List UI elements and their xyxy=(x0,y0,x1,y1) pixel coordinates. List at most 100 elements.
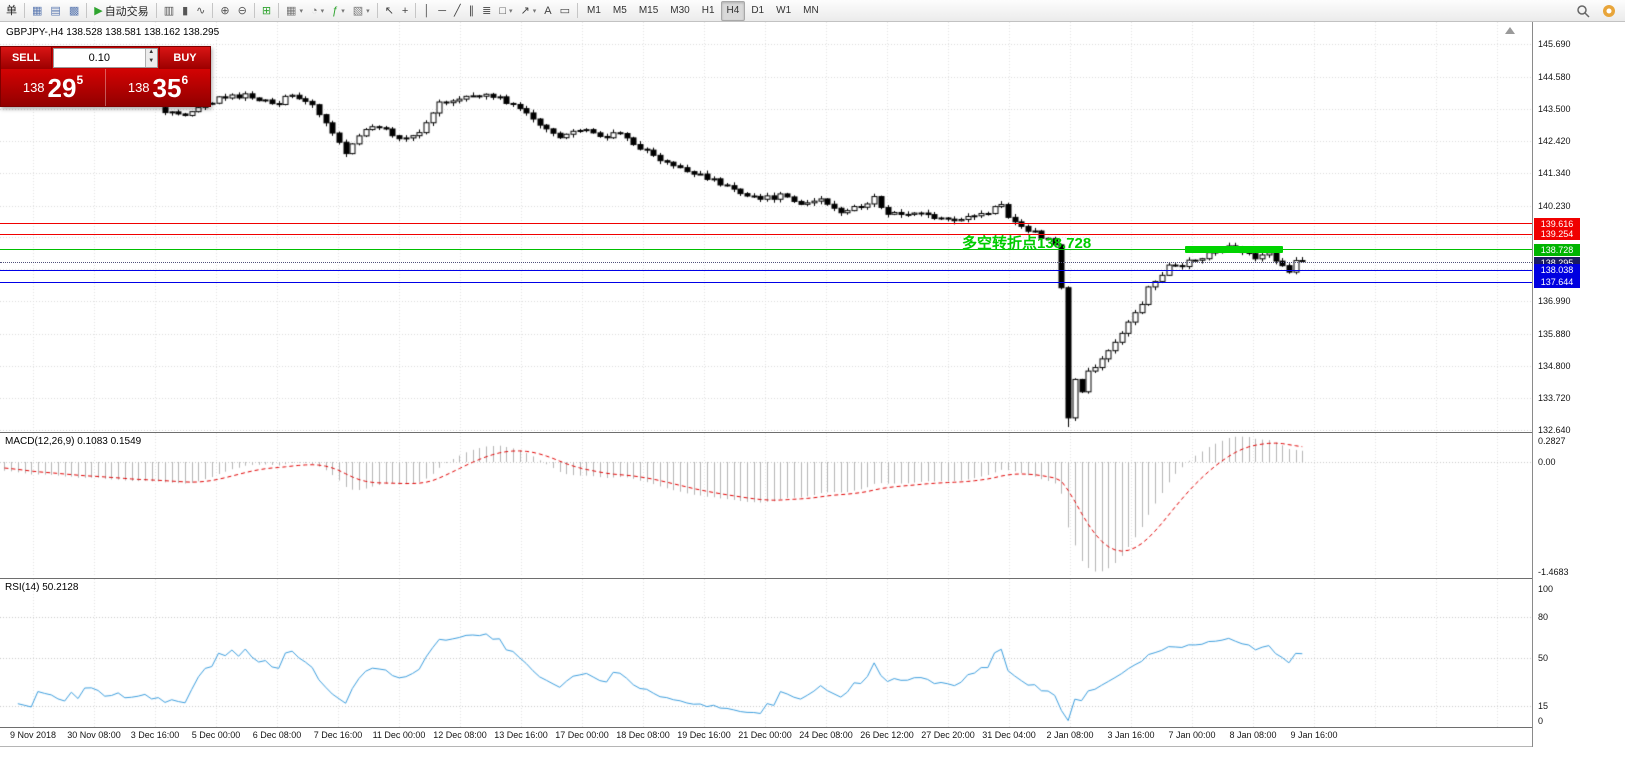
trade-controls-row: SELL ▲ ▼ BUY xyxy=(1,47,210,69)
toolbar: 单 ▦ ▤ ▩ ▶ 自动交易 ▥ ▮ ∿ ⊕ ⊖ ⊞ ▦ ▾ ◔ ▾ ƒ ▾ ▧ ▾ ↖ + │ ─ ╱ ∥ ≣ □ ▾ ↗ ▾ A ▭ M1 M5… xyxy=(0,0,1625,22)
macd-scale-label: 0.00 xyxy=(1538,457,1556,467)
level-price-badge: 137.644 xyxy=(1534,276,1580,288)
rsi-panel-separator[interactable] xyxy=(0,578,1625,579)
text-button[interactable]: A xyxy=(540,1,555,21)
time-axis-label: 27 Dec 20:00 xyxy=(921,730,975,740)
bar-chart-button[interactable]: ▥ xyxy=(160,1,178,21)
timeframe-m30[interactable]: M30 xyxy=(670,5,690,16)
indicators-button[interactable]: ƒ ▾ xyxy=(328,1,349,21)
time-axis-label: 9 Nov 2018 xyxy=(9,730,57,740)
template-button[interactable]: ▧ ▾ xyxy=(349,1,374,21)
time-axis-label: 2 Jan 08:00 xyxy=(1046,730,1094,740)
arrows-button[interactable]: ↗ ▾ xyxy=(517,1,541,21)
symbol-info: GBPJPY-,H4 138.528 138.581 138.162 138.2… xyxy=(6,27,220,38)
line-chart-button[interactable]: ∿ xyxy=(192,1,209,21)
time-axis-label: 18 Dec 08:00 xyxy=(616,730,670,740)
timeframe-d1[interactable]: D1 xyxy=(751,5,765,16)
search-icon xyxy=(1577,4,1590,18)
zoom-in-button-icon: ⊕ xyxy=(220,4,230,17)
toolbar-separator xyxy=(212,3,214,18)
timeframe-h1[interactable]: H1 xyxy=(701,5,715,16)
price-scale-label: 134.800 xyxy=(1538,361,1571,372)
timeframe-m5[interactable]: M5 xyxy=(612,5,627,16)
candlestick-chart-button[interactable]: ▮ xyxy=(178,1,192,21)
ask-prefix: 138 xyxy=(127,80,150,95)
price-scale-label: 145.690 xyxy=(1538,39,1571,49)
crosshair-button[interactable]: + xyxy=(398,1,412,21)
lot-size-input[interactable] xyxy=(54,49,145,67)
new-order-button[interactable]: 单 xyxy=(2,1,21,21)
search-button[interactable] xyxy=(1572,1,1594,21)
toolbar-separator xyxy=(415,3,417,18)
horizontal-level-line xyxy=(0,269,1532,271)
time-axis-label: 11 Dec 00:00 xyxy=(372,730,426,740)
current-price-line xyxy=(0,262,1532,264)
price-scale-label: 143.500 xyxy=(1538,103,1571,114)
fibonacci-button[interactable]: ≣ xyxy=(478,1,495,21)
price-scale-label: 140.230 xyxy=(1538,200,1571,211)
vertical-line-button[interactable]: │ xyxy=(419,1,434,21)
autotrading-button[interactable]: ▶ 自动交易 xyxy=(90,1,152,21)
timeframe-mn[interactable]: MN xyxy=(803,5,819,16)
channel-button[interactable]: ∥ xyxy=(465,1,479,21)
lot-spin-down-button[interactable]: ▼ xyxy=(145,58,157,67)
macd-panel-separator[interactable] xyxy=(0,432,1625,433)
timeframe-m1[interactable]: M1 xyxy=(587,5,601,16)
cursor-button[interactable]: ↖ xyxy=(381,1,398,21)
tile-windows-button[interactable]: ⊞ xyxy=(258,1,275,21)
data-window-button[interactable]: ▤ xyxy=(46,1,64,21)
chart-shift-marker[interactable] xyxy=(1505,27,1515,34)
zoom-out-button[interactable]: ⊖ xyxy=(234,1,251,21)
candlestick-chart-button-icon: ▮ xyxy=(182,4,189,17)
autotrading-button-icon: ▶ xyxy=(94,4,103,17)
zoom-out-button-icon: ⊖ xyxy=(237,4,247,17)
timeframe-m15[interactable]: M15 xyxy=(638,5,659,16)
rsi-scale-label: 80 xyxy=(1538,611,1549,622)
navigator-button[interactable]: ▩ xyxy=(65,1,83,21)
bid-sup: 5 xyxy=(76,73,84,87)
lot-size-control: ▲ ▼ xyxy=(53,48,158,68)
price-scale-label: 144.580 xyxy=(1538,71,1571,82)
macd-scale-label: -1.4683 xyxy=(1538,566,1569,577)
horizontal-line-button[interactable]: ─ xyxy=(434,1,450,21)
dropdown-arrow-icon: ▾ xyxy=(532,7,537,15)
horizontal-level-line xyxy=(0,223,1532,225)
new-order-button-icon: 单 xyxy=(6,4,17,17)
price-chart-canvas[interactable] xyxy=(0,22,1532,431)
level-price-badge: 139.254 xyxy=(1534,228,1580,241)
time-axis[interactable]: 9 Nov 2018 30 Nov 08:00 3 Dec 16:00 5 Dec 0… xyxy=(0,727,1532,747)
trendline-button-icon: ╱ xyxy=(454,4,461,17)
time-axis-label: 26 Dec 12:00 xyxy=(860,730,914,740)
new-chart-button[interactable]: ▦ ▾ xyxy=(282,1,307,21)
template-button-icon: ▧ xyxy=(352,4,364,17)
zoom-in-button[interactable]: ⊕ xyxy=(216,1,233,21)
toolbar-separator xyxy=(278,3,280,18)
window-bottom-edge xyxy=(0,746,1625,747)
sell-button[interactable]: SELL xyxy=(1,47,52,69)
text-label-button[interactable]: ▭ xyxy=(556,1,574,21)
lot-spin-up-button[interactable]: ▲ xyxy=(145,49,157,58)
dropdown-arrow-icon: ▾ xyxy=(341,7,345,15)
buy-button[interactable]: BUY xyxy=(159,47,210,69)
rsi-panel-canvas[interactable] xyxy=(0,579,1532,727)
horizontal-level-line xyxy=(0,281,1532,283)
macd-panel-canvas[interactable] xyxy=(0,433,1532,577)
time-axis-label: 3 Jan 16:00 xyxy=(1107,730,1155,740)
period-button[interactable]: ◔ ▾ xyxy=(307,1,328,21)
horizontal-level-line xyxy=(0,249,1532,251)
community-button[interactable] xyxy=(1598,1,1620,21)
trendline-button[interactable]: ╱ xyxy=(450,1,465,21)
market-watch-button[interactable]: ▦ xyxy=(28,1,46,21)
macd-label: MACD(12,26,9) 0.1083 0.1549 xyxy=(5,436,142,447)
time-axis-label: 24 Dec 08:00 xyxy=(799,730,853,740)
toolbar-separator xyxy=(376,3,378,18)
dropdown-arrow-icon: ▾ xyxy=(299,7,303,15)
time-axis-label: 9 Jan 16:00 xyxy=(1290,730,1338,740)
bid-ask-display: 138 29 5 138 35 6 xyxy=(1,69,210,106)
ask-price[interactable]: 138 35 6 xyxy=(106,69,210,106)
timeframe-h4[interactable]: H4 xyxy=(720,0,746,21)
shapes-button[interactable]: □ ▾ xyxy=(495,1,516,21)
timeframe-w1[interactable]: W1 xyxy=(776,5,792,16)
price-scale[interactable]: 145.690 144.580 143.500 142.420 141.340 140.2… xyxy=(1532,22,1625,747)
bid-price[interactable]: 138 29 5 xyxy=(1,69,106,106)
